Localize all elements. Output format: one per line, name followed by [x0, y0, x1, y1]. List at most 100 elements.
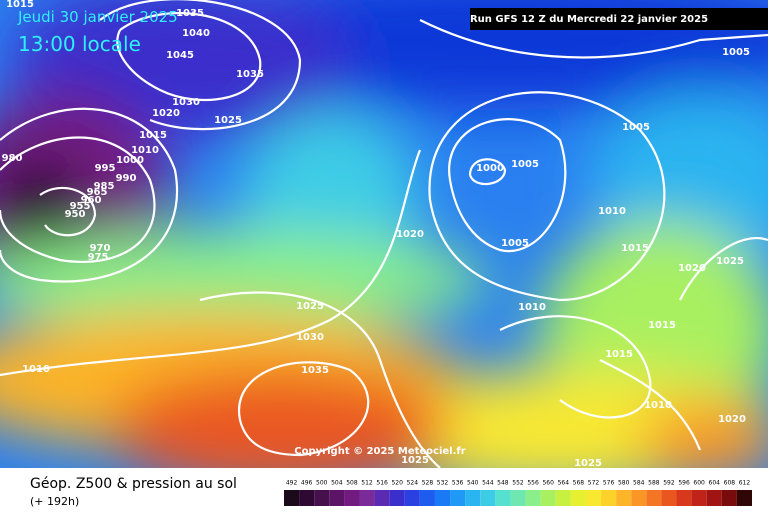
colorbar-label: 540: [467, 480, 479, 487]
colorbar-label: 608: [724, 480, 736, 487]
colorbar-label: 568: [573, 480, 585, 487]
colorbar-swatch: [555, 490, 571, 506]
colorbar-swatch: [480, 490, 496, 506]
isobar-label: 1010: [131, 145, 159, 156]
colorbar-swatch: [646, 490, 662, 506]
colorbar-label: 596: [678, 480, 690, 487]
isobar-label: 1005: [501, 238, 529, 249]
isobar-label: 965: [87, 187, 108, 198]
colorbar-label: 524: [407, 480, 419, 487]
isobar-label: 1035: [301, 365, 329, 376]
colorbar-label: 556: [527, 480, 539, 487]
isobar-label: 985: [94, 181, 115, 192]
isobar-label: 950: [65, 209, 86, 220]
isobar-label: 1025: [296, 301, 324, 312]
colorbar-label: 544: [482, 480, 494, 487]
isobar-label: 1005: [511, 159, 539, 170]
isobar-label: 1005: [722, 47, 750, 58]
isobar-label: 995: [95, 163, 116, 174]
colorbar-swatch: [510, 490, 526, 506]
colorbar-label: 584: [633, 480, 645, 487]
colorbar-swatch: [540, 490, 556, 506]
isobar-label: 1030: [296, 332, 324, 343]
isobar-label: 960: [81, 195, 102, 206]
isobar-label: 1015: [621, 243, 649, 254]
isobar-label: 1025: [214, 115, 242, 126]
isobar-label: 1020: [678, 263, 706, 274]
colorbar-label: 528: [422, 480, 434, 487]
colorbar-label: 604: [709, 480, 721, 487]
colorbar-label: 580: [618, 480, 630, 487]
colorbar-swatch: [585, 490, 602, 506]
isobar-label: 1035: [176, 8, 204, 19]
isobar-label: 970: [90, 243, 111, 254]
colorbar-label: 508: [346, 480, 358, 487]
isobar-label: 1010: [22, 364, 50, 375]
colorbar-label: 588: [648, 480, 660, 487]
isobar-label: 1015: [648, 320, 676, 331]
colorbar-swatch: [525, 490, 541, 506]
colorbar-label: 492: [286, 480, 298, 487]
colorbar-label: 536: [452, 480, 464, 487]
colorbar-swatch: [299, 490, 315, 506]
colorbar-label: 564: [558, 480, 570, 487]
isobar-label: 1025: [574, 458, 602, 469]
colorbar-label: 500: [316, 480, 328, 487]
forecast-time: 13:00 locale: [18, 32, 141, 56]
run-banner: [470, 8, 768, 30]
colorbar-swatch: [465, 490, 481, 506]
isobar-label: 990: [116, 173, 137, 184]
colorbar-swatch: [616, 490, 632, 506]
footer-title: Géop. Z500 & pression au sol: [30, 476, 237, 492]
colorbar-label: 560: [542, 480, 554, 487]
colorbar-swatch: [601, 490, 617, 506]
colorbar-swatch: [314, 490, 330, 506]
colorbar-label: 496: [301, 480, 313, 487]
colorbar-label: 612: [739, 480, 751, 487]
map-background: [0, 0, 768, 490]
forecast-lead: (+ 192h): [30, 495, 79, 508]
colorbar-label: 532: [437, 480, 449, 487]
isobar-label: 1020: [152, 108, 180, 119]
isobar-label: 975: [88, 252, 109, 263]
colorbar-swatch: [706, 490, 722, 506]
colorbar-label: 592: [663, 480, 675, 487]
isobar-label: 1020: [718, 414, 746, 425]
colorbar-label: 504: [331, 480, 343, 487]
colorbar-label: 512: [361, 480, 373, 487]
colorbar: 492 496 500 504 508 512 516 520 524 528 532 536 540 5…: [284, 480, 752, 506]
colorbar-swatch: [284, 490, 300, 506]
colorbar-swatch: [691, 490, 707, 506]
isobar-labels: 1015103510401045103510301020102510151010…: [2, 0, 750, 469]
isobar-label: 1040: [182, 28, 210, 39]
isobar-label: 1045: [166, 50, 194, 61]
isobar-label: 1015: [139, 130, 167, 141]
colorbar-label: 548: [497, 480, 509, 487]
colorbar-swatch: [676, 490, 692, 506]
colorbar-swatch: [434, 490, 451, 506]
isobar-label: 1010: [644, 400, 672, 411]
colorbar-swatch: [359, 490, 375, 506]
forecast-date: Jeudi 30 janvier 2025: [17, 8, 178, 26]
colorbar-swatch: [419, 490, 435, 506]
colorbar-swatch: [736, 490, 752, 506]
isobar-label: 1030: [172, 97, 200, 108]
colorbar-swatch: [389, 490, 405, 506]
isobar-label: 1000: [116, 155, 144, 166]
isobar-lines: [0, 0, 768, 457]
isobar-label: 1025: [401, 455, 429, 466]
colorbar-swatch: [404, 490, 420, 506]
colorbar-swatch: [631, 490, 647, 506]
isobar-label: 1010: [518, 302, 546, 313]
colorbar-label: 520: [391, 480, 403, 487]
isobar-label: 1025: [716, 256, 744, 267]
isobar-label: 1035: [236, 69, 264, 80]
colorbar-swatch: [661, 490, 677, 506]
colorbar-label: 552: [512, 480, 524, 487]
colorbar-swatch: [721, 490, 737, 506]
run-info: Run GFS 12 Z du Mercredi 22 janvier 2025: [470, 14, 708, 25]
isobar-label: 1010: [598, 206, 626, 217]
isobar-label: 1020: [396, 229, 424, 240]
colorbar-swatch: [329, 490, 345, 506]
